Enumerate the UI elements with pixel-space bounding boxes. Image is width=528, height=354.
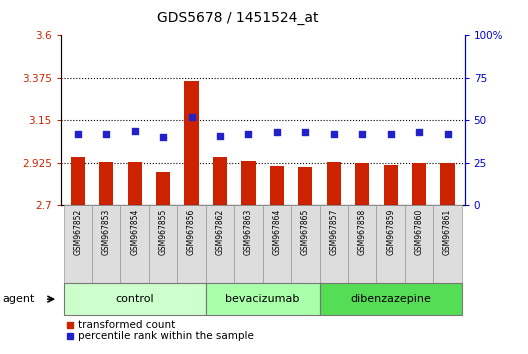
Bar	[319, 205, 348, 283]
Text: GSM967855: GSM967855	[158, 209, 167, 255]
Point	[73, 131, 82, 137]
Bar	[71, 157, 85, 205]
Bar	[177, 205, 206, 283]
Text: GSM967865: GSM967865	[301, 209, 310, 255]
Bar	[291, 205, 319, 283]
Point	[130, 128, 139, 133]
Text: agent: agent	[3, 294, 35, 304]
Bar	[99, 162, 114, 205]
Legend: transformed count, percentile rank within the sample: transformed count, percentile rank withi…	[66, 320, 254, 341]
Point	[444, 131, 452, 137]
Text: control: control	[115, 294, 154, 304]
Bar	[433, 205, 462, 283]
Text: GSM967861: GSM967861	[443, 209, 452, 255]
Point	[159, 135, 167, 140]
Text: GSM967854: GSM967854	[130, 209, 139, 255]
Text: bevacizumab: bevacizumab	[225, 294, 300, 304]
Point	[216, 133, 224, 138]
Bar	[156, 172, 170, 205]
Text: GSM967858: GSM967858	[358, 209, 367, 255]
Text: GDS5678 / 1451524_at: GDS5678 / 1451524_at	[157, 11, 318, 25]
Bar	[206, 205, 234, 283]
Bar	[120, 205, 149, 283]
Bar	[440, 163, 455, 205]
Point	[329, 131, 338, 137]
Text: GSM967856: GSM967856	[187, 209, 196, 255]
Point	[102, 131, 110, 137]
Bar	[376, 205, 405, 283]
Bar	[327, 162, 341, 205]
Bar	[355, 163, 370, 205]
Bar	[298, 167, 313, 205]
Point	[187, 114, 196, 120]
Text: dibenzazepine: dibenzazepine	[350, 294, 431, 304]
Bar	[234, 205, 263, 283]
Point	[272, 130, 281, 135]
Text: GSM967857: GSM967857	[329, 209, 338, 255]
Bar	[319, 283, 462, 315]
Point	[415, 130, 423, 135]
Text: GSM967852: GSM967852	[73, 209, 82, 255]
Bar	[262, 205, 291, 283]
Bar	[383, 165, 398, 205]
Point	[386, 131, 395, 137]
Bar	[213, 157, 227, 205]
Text: GSM967860: GSM967860	[414, 209, 423, 255]
Bar	[63, 283, 206, 315]
Point	[358, 131, 366, 137]
Text: GSM967862: GSM967862	[215, 209, 224, 255]
Text: GSM967863: GSM967863	[244, 209, 253, 255]
Bar	[184, 81, 199, 205]
Bar	[149, 205, 177, 283]
Point	[244, 131, 253, 137]
Bar	[128, 162, 142, 205]
Bar	[63, 205, 92, 283]
Text: GSM967853: GSM967853	[102, 209, 111, 255]
Text: GSM967859: GSM967859	[386, 209, 395, 255]
Bar	[92, 205, 120, 283]
Bar	[241, 161, 256, 205]
Bar	[206, 283, 319, 315]
Bar	[348, 205, 376, 283]
Text: GSM967864: GSM967864	[272, 209, 281, 255]
Bar	[405, 205, 433, 283]
Point	[301, 130, 309, 135]
Bar	[412, 163, 426, 205]
Bar	[270, 166, 284, 205]
